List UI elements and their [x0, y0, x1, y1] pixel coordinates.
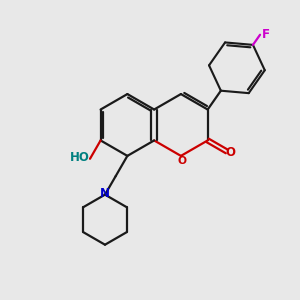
Text: O: O — [225, 146, 235, 159]
Text: N: N — [100, 187, 110, 200]
Text: HO: HO — [70, 151, 90, 164]
Text: O: O — [178, 156, 187, 166]
Text: F: F — [262, 28, 270, 41]
